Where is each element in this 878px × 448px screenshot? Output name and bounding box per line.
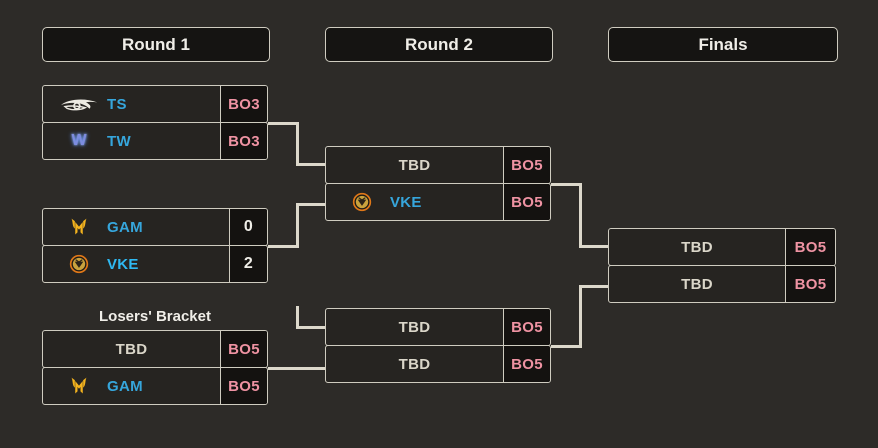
connector-segment [296,122,299,166]
match-format: BO5 [785,229,835,265]
match-format: BO3 [220,123,267,159]
team-name: GAM [107,218,143,236]
team-name: TS [107,95,127,113]
match-row[interactable]: TS BO3 [42,85,268,123]
team-name: TBD [398,318,431,336]
match-row[interactable]: VKE BO5 [325,183,551,221]
match-row[interactable]: TBD BO5 [608,228,836,266]
team-name: TBD [398,355,431,373]
match-finals: TBD BO5 TBD BO5 [608,228,836,303]
match-format: BO5 [503,184,550,220]
match-row[interactable]: W TW BO3 [42,122,268,160]
match-format: BO5 [503,147,550,183]
connector-segment [579,183,582,247]
match-format: BO5 [220,368,267,404]
team-name: GAM [107,377,143,395]
match-format: BO5 [785,266,835,302]
match-row[interactable]: TBD BO5 [608,265,836,303]
match-r1-ts-tw: TS BO3 W TW BO3 [42,85,268,160]
match-format: BO5 [503,346,550,382]
match-row[interactable]: TBD BO5 [325,345,551,383]
connector-segment [551,183,582,186]
connector-segment [296,163,325,166]
team-name: TBD [398,156,431,174]
match-row[interactable]: VKE 2 [42,245,268,283]
match-format: BO5 [220,331,267,367]
finals-header: Finals [608,27,838,62]
team-whales-logo: W [71,132,87,149]
gam-esports-logo [51,217,107,237]
gam-esports-logo [51,376,107,396]
match-format: BO3 [220,86,267,122]
losers-bracket-label: Losers' Bracket [99,308,211,325]
match-row[interactable]: GAM 0 [42,208,268,246]
connector-segment [268,367,325,370]
connector-segment [579,285,608,288]
team-name: TBD [681,238,713,256]
connector-segment [296,306,299,329]
team-name: VKE [390,193,422,211]
team-secret-logo [51,96,107,113]
team-name: TW [107,132,131,150]
round1-header-label: Round 1 [122,34,190,54]
connector-segment [268,122,299,125]
connector-segment [296,203,325,206]
round2-header: Round 2 [325,27,553,62]
connector-segment [579,245,608,248]
match-row[interactable]: TBD BO5 [325,146,551,184]
finals-header-label: Finals [698,34,748,54]
match-r2-tbd-tbd: TBD BO5 TBD BO5 [325,308,551,383]
match-row[interactable]: GAM BO5 [42,367,268,405]
match-score: 2 [229,246,267,282]
connector-segment [296,203,299,248]
connector-segment [579,285,582,348]
match-lb-tbd-gam: TBD BO5 GAM BO5 [42,330,268,405]
team-name: TBD [681,275,713,293]
connector-segment [551,345,582,348]
round2-header-label: Round 2 [405,34,473,54]
vikings-esports-logo [51,254,107,274]
match-r2-tbd-vke: TBD BO5 VKE BO5 [325,146,551,221]
round1-header: Round 1 [42,27,270,62]
match-row[interactable]: TBD BO5 [42,330,268,368]
match-row[interactable]: TBD BO5 [325,308,551,346]
match-r1-gam-vke: GAM 0 VKE 2 [42,208,268,283]
vikings-esports-logo [334,192,390,212]
connector-segment [268,245,299,248]
team-name: VKE [107,255,139,273]
match-score: 0 [229,209,267,245]
connector-segment [296,326,325,329]
team-name: TBD [115,340,148,358]
match-format: BO5 [503,309,550,345]
